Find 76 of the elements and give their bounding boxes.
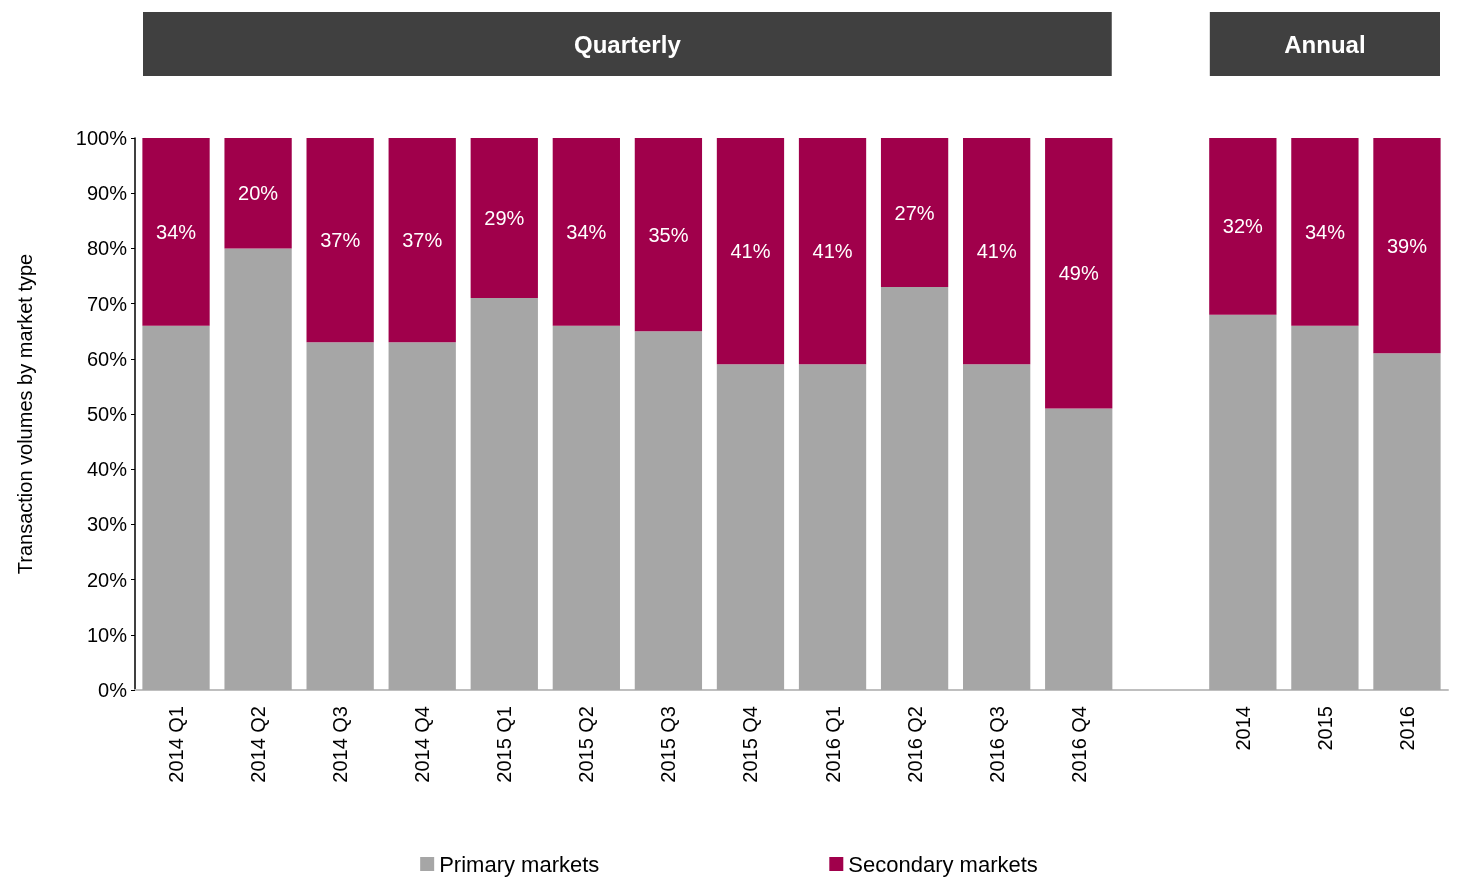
x-tick-label: 2016 Q2 [903,706,926,783]
data-label: 41% [730,240,771,263]
bar [470,138,538,299]
bar [1291,325,1359,690]
x-tick-label: 2016 [1395,706,1418,751]
y-tick-label: 10% [86,623,128,646]
data-label: 34% [156,220,197,243]
bar [963,138,1031,365]
bar [142,325,210,690]
bar [963,364,1031,690]
data-label: 49% [1058,262,1099,285]
legend-label: Secondary markets [848,851,1038,877]
bar [388,342,456,690]
bar [1209,138,1277,315]
bar [798,364,867,690]
x-tick-label: 2016 Q3 [985,706,1008,783]
bar [634,331,703,690]
bar [634,138,703,332]
y-axis-title: Transaction volumes by market type [14,253,36,575]
legend-label: Primary markets [439,851,600,877]
x-tick-label: 2016 Q1 [821,706,844,783]
x-tick-label: 2014 Q2 [247,706,270,783]
x-tick-label: 2015 Q3 [657,706,680,783]
x-tick-label: 2015 Q4 [739,706,762,783]
data-label: 41% [812,240,853,263]
bar [224,248,292,690]
y-tick-label: 100% [75,127,128,149]
data-label: 20% [238,182,279,205]
y-tick-label: 70% [86,292,128,315]
x-tick-label: 2014 [1231,706,1254,751]
x-tick-label: 2016 Q4 [1067,706,1090,783]
text: Quarterly [574,30,682,58]
bar [1373,353,1441,690]
y-tick-label: 60% [86,347,128,370]
data-label: 27% [894,201,935,224]
bar [142,138,210,326]
data-label: 37% [320,229,361,252]
bar [306,342,374,690]
data-label: 29% [484,207,525,230]
bar [470,298,538,690]
y-tick-label: 50% [86,403,128,425]
x-tick-label: 2014 Q4 [411,706,434,783]
data-label: 32% [1222,215,1264,238]
y-tick-label: 30% [86,513,128,536]
bar [552,138,620,326]
bar [798,138,867,365]
x-tick-label: 2015 [1313,706,1336,751]
bar [1373,138,1441,354]
y-tick-label: 40% [86,458,128,481]
data-label: 35% [648,223,689,246]
y-tick-label: 0% [98,679,128,701]
x-tick-label: 2015 Q1 [493,706,516,783]
text: Annual [1284,30,1366,58]
y-tick-label: 80% [86,237,128,260]
data-label: 34% [566,220,607,243]
bar [716,364,785,690]
x-tick-label: 2015 Q2 [575,706,598,783]
bar [1045,408,1113,690]
data-label: 37% [402,229,443,252]
bar [1045,138,1113,409]
y-tick-label: 90% [86,182,128,205]
bar [716,138,785,365]
y-tick-label: 20% [86,568,128,591]
bar [1209,314,1277,690]
data-label: 39% [1386,234,1428,257]
bar [1291,138,1359,326]
bar [388,138,456,343]
bar [880,138,949,288]
data-label: 34% [1304,220,1346,243]
bar [306,138,374,343]
x-tick-label: 2014 Q3 [329,706,352,783]
bar [880,287,949,690]
data-label: 41% [976,240,1017,263]
bar [224,138,292,249]
x-tick-label: 2014 Q1 [165,706,188,783]
bar [552,325,620,690]
